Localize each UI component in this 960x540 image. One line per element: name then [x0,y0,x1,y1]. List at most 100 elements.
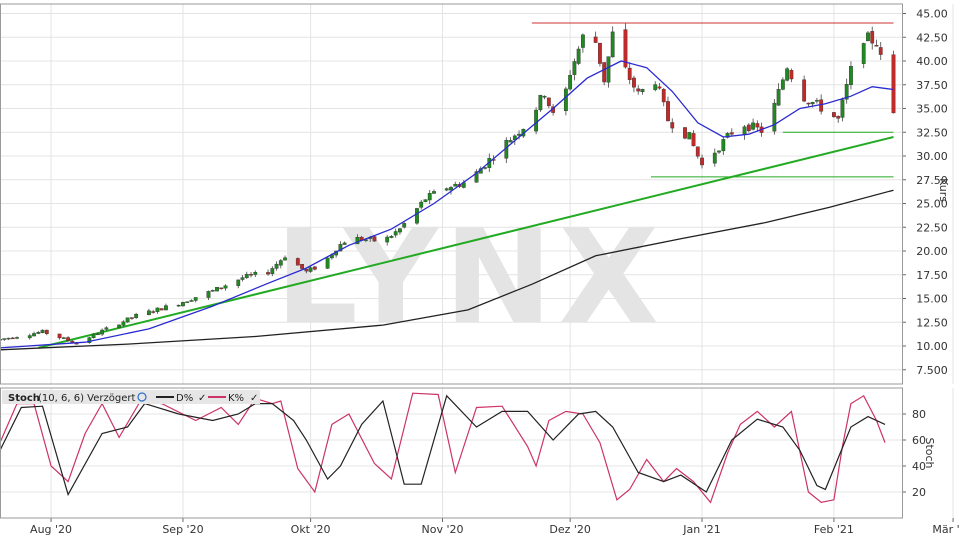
candle-up [861,43,866,64]
candle-down [546,97,551,107]
candle-up [849,66,853,85]
candle-up [274,263,279,269]
candle-up [244,274,249,278]
candle-down [819,99,824,112]
candle-up [712,152,717,164]
candle-up [844,84,849,100]
stoch-tick-label: 60 [912,434,926,447]
stoch-legend: Stoch (10, 6, 6) Verzögert D% ✓ K% ✓ [2,390,260,404]
stoch-axis-label: Stoch [923,437,936,468]
price-tick-label: 12.50 [916,316,948,329]
candle-down [300,264,304,269]
candle-up [610,31,615,58]
candle-up [576,48,581,64]
candle-down [806,102,811,105]
candle-down [636,88,641,92]
moving-averages [0,60,894,351]
candle-up [206,291,211,298]
candle-up [270,268,275,274]
candle-up [87,337,92,343]
candle-up [325,257,330,269]
candle-up [580,34,585,48]
watermark-text: LYNX [275,201,665,353]
price-tick-label: 20.00 [916,245,948,258]
candle-up [278,260,283,266]
candle-up [402,223,407,228]
candle-up [415,208,419,224]
candle-down [878,47,883,55]
candle-down [729,132,734,135]
check-icon[interactable]: ✓ [198,393,206,404]
candle-up [474,171,479,183]
candle-down [266,272,270,275]
candle-up [61,337,66,339]
candle-up [189,300,194,302]
candle-up [215,287,219,292]
price-tick-label: 32.50 [916,126,948,139]
price-tick-label: 25.00 [916,198,948,211]
x-tick-label: Okt '20 [291,523,331,536]
price-annotations [38,22,894,349]
candle-up [223,285,228,289]
price-tick-label: 37.50 [916,79,948,92]
legend-title: Stoch [8,393,40,404]
x-tick-label: Dez '20 [549,523,591,536]
candle-down [832,112,836,118]
stoch-D-line [0,394,886,497]
candle-down [602,62,607,83]
stoch-tick-label: 80 [912,408,926,421]
candle-up [134,313,139,318]
candle-down [802,79,807,102]
candle-down [623,29,628,68]
candle-up [449,187,453,191]
candle-up [772,102,777,132]
candle-up [572,61,577,75]
settings-icon[interactable] [137,392,147,402]
candle-up [538,95,543,111]
candle-up [91,333,96,338]
candle-up [725,133,730,138]
x-tick-label: Aug '20 [30,523,72,536]
candle-up [210,290,215,292]
candle-up [236,279,241,286]
candle-up [742,126,747,135]
candle-up [27,335,32,339]
candle-up [640,89,645,93]
candle-up [427,193,432,201]
candle-down [295,258,300,266]
candle-up [721,139,726,152]
candle-up [15,337,19,339]
price-tick-label: 10.00 [916,340,948,353]
candle-up [419,201,424,208]
legend-label: K% [228,393,244,404]
candle-up [717,150,721,153]
candle-up [355,237,360,245]
candle-up [534,109,538,132]
candle-down [695,146,700,157]
candle-up [193,297,198,301]
candle-up [40,329,45,334]
price-grid [0,4,954,384]
candle-up [100,329,105,335]
legend-params: (10, 6, 6) Verzögert [38,393,135,404]
candle-up [389,236,394,238]
candle-up [104,327,109,330]
price-tick-label: 7.500 [916,364,948,377]
check-icon[interactable]: ✓ [250,393,258,404]
candle-up [147,310,151,316]
stoch-tick-label: 40 [912,460,926,473]
candle-down [372,236,377,242]
candle-down [661,89,666,103]
candle-up [283,257,287,261]
candle-down [746,124,751,131]
candle-up [164,305,168,311]
x-tick-label: Nov '20 [421,523,463,536]
candle-up [398,228,402,233]
price-tick-label: 40.00 [916,55,948,68]
moving-average-long-line [0,189,894,351]
candle-up [432,191,436,194]
candle-down [657,86,662,89]
price-panel-frame [0,3,903,385]
